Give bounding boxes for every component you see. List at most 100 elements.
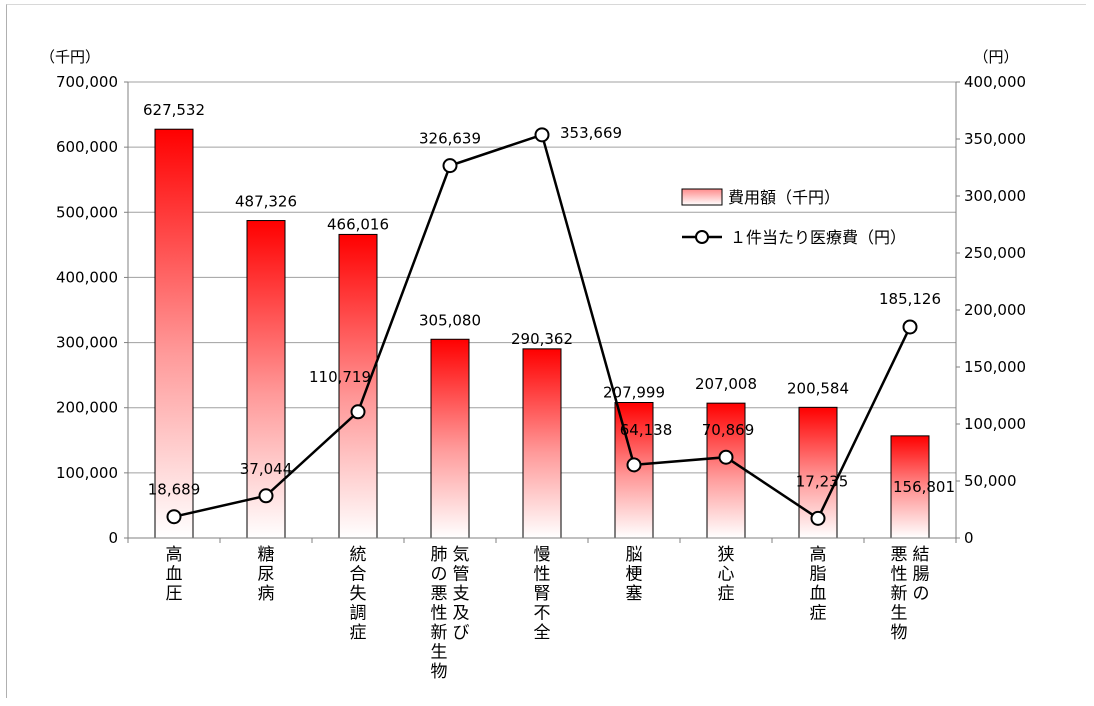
category-label-char: 管 <box>453 565 470 585</box>
bar <box>522 348 562 539</box>
bar-data-label: 305,080 <box>419 311 481 329</box>
y-left-tick-label: 500,000 <box>56 203 118 221</box>
line-data-label: 18,689 <box>148 481 201 499</box>
y-right-tick-label: 150,000 <box>964 358 1026 376</box>
category-label-char: 尿 <box>258 565 275 585</box>
line-data-label: 64,138 <box>620 421 673 439</box>
legend-bar-label: 費用額（千円） <box>728 188 840 207</box>
y-right-tick-label: 50,000 <box>964 472 1017 490</box>
y-right-unit-label: （円） <box>973 48 1018 66</box>
category-label-char: 病 <box>258 584 275 604</box>
category-label-char: 物 <box>431 662 448 682</box>
category-label-char: び <box>453 623 470 643</box>
bar <box>338 233 378 539</box>
category-label-char: 物 <box>891 623 908 643</box>
line-data-label: 110,719 <box>309 368 371 386</box>
axes: 0 100,000 200,000 300,000 400,000 500,000 600,… <box>40 48 1026 547</box>
y-left-tick-label: 200,000 <box>56 399 118 417</box>
legend: 費用額（千円） １件当たり医療費（円） <box>681 188 906 247</box>
category-label-char: 支 <box>453 584 470 604</box>
data-labels: 627,532 487,326 466,016 305,080 290,362 207,9… <box>143 101 955 498</box>
line-point <box>534 127 550 143</box>
category-label-char: 梗 <box>626 565 643 585</box>
line-point <box>626 457 642 473</box>
y-left-unit-label: （千円） <box>40 48 100 66</box>
category-label-char: 狭 <box>718 545 735 565</box>
category-label-char: 症 <box>350 623 367 643</box>
category-label-char: 血 <box>810 584 827 604</box>
y-left-tick-label: 600,000 <box>56 138 118 156</box>
line-point <box>810 510 826 526</box>
category-label-char: 新 <box>431 623 448 643</box>
category-label-char: 結 <box>913 545 930 565</box>
category-label-char: 血 <box>166 565 183 585</box>
category-label-char: 気 <box>453 545 470 565</box>
y-left-tick-label: 300,000 <box>56 334 118 352</box>
y-right-tick-label: 250,000 <box>964 244 1026 262</box>
category-label-char: 脳 <box>626 545 643 565</box>
category-label-char: 統 <box>350 545 367 565</box>
y-right-tick-label: 350,000 <box>964 130 1026 148</box>
category-label-char: 肺 <box>431 545 448 565</box>
category-label-char: 悪 <box>431 584 448 604</box>
category-label-char: 高 <box>166 545 183 565</box>
line-data-label: 353,669 <box>560 124 622 142</box>
line-point <box>718 449 734 465</box>
bar-data-label: 207,008 <box>695 375 757 393</box>
y-right-tick-label: 100,000 <box>964 415 1026 433</box>
legend-bar-swatch <box>681 188 723 206</box>
line-point <box>166 509 182 525</box>
legend-line-label: １件当たり医療費（円） <box>730 228 906 247</box>
category-label-char: 脂 <box>810 565 827 585</box>
bar-data-label: 466,016 <box>327 215 389 233</box>
bar-data-label: 156,801 <box>893 478 955 496</box>
category-label-char: 塞 <box>626 584 643 604</box>
line-point <box>442 158 458 174</box>
category-label-char: 生 <box>431 643 448 663</box>
y-right-tick-label: 400,000 <box>964 73 1026 91</box>
category-label-char: 高 <box>810 545 827 565</box>
line-data-label: 37,044 <box>240 460 293 478</box>
category-label-char: の <box>913 584 930 604</box>
bar-data-label: 627,532 <box>143 101 205 119</box>
category-label-char: 合 <box>350 565 367 585</box>
line-data-label: 185,126 <box>879 290 941 308</box>
line-data-label: 326,639 <box>419 130 481 148</box>
category-label-char: 慢 <box>534 544 551 565</box>
category-label-char: 腎 <box>534 584 551 604</box>
bar-data-label: 487,326 <box>235 193 297 211</box>
category-label-char: 症 <box>718 584 735 604</box>
y-right-tick-label: 300,000 <box>964 187 1026 205</box>
category-label-char: 不 <box>534 604 551 624</box>
category-label-char: 生 <box>891 604 908 624</box>
y-left-tick-label: 700,000 <box>56 73 118 91</box>
y-left-tick-label: 400,000 <box>56 268 118 286</box>
category-label-char: 心 <box>718 565 735 585</box>
line-point <box>258 488 274 504</box>
legend-line-marker <box>695 230 709 244</box>
category-label-char: 糖 <box>258 545 275 565</box>
bar <box>154 128 194 539</box>
line-data-label: 70,869 <box>702 421 755 439</box>
line-point <box>350 404 366 420</box>
category-label-char: 圧 <box>166 584 183 604</box>
y-left-tick-label: 100,000 <box>56 464 118 482</box>
bar-series <box>154 128 930 539</box>
category-label-char: 悪 <box>891 545 908 565</box>
category-label-char: の <box>431 565 448 585</box>
category-label-char: 症 <box>810 604 827 624</box>
line-data-label: 17,235 <box>796 472 849 490</box>
category-labels: 高血圧糖尿病統合失調症気管支及び肺の悪性新生物慢性腎不全脳梗塞狭心症高脂血症結腸… <box>166 544 930 682</box>
category-label-char: 腸 <box>913 565 930 585</box>
chart-frame <box>6 4 1086 698</box>
y-left-tick-label: 0 <box>108 529 118 547</box>
y-right-tick-label: 0 <box>964 529 974 547</box>
bar <box>430 338 470 539</box>
category-label-char: 失 <box>350 584 367 604</box>
category-label-char: 調 <box>350 604 367 624</box>
bar-data-label: 290,362 <box>511 330 573 348</box>
line-point <box>902 319 918 335</box>
category-label-char: 性 <box>534 565 551 585</box>
category-label-char: 性 <box>891 565 908 585</box>
